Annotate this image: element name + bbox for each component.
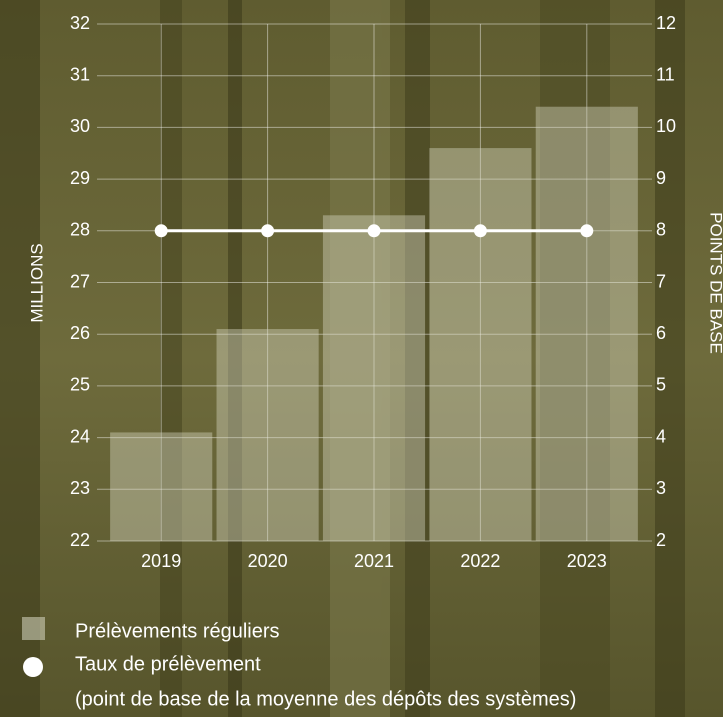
y-tick-label: 25 [70, 375, 90, 395]
x-tick-label: 2022 [460, 551, 500, 571]
line-point [261, 224, 275, 238]
legend-swatch [22, 617, 45, 640]
y-tick-label: 27 [70, 271, 90, 291]
y2-tick-label: 11 [656, 64, 675, 84]
y-tick-label: 24 [70, 426, 90, 446]
line-point [580, 224, 594, 238]
y-tick-label: 29 [70, 168, 90, 188]
bar [429, 148, 532, 541]
y2-axis-title: POINTS DE BASE [707, 212, 723, 354]
y2-tick-label: 2 [656, 530, 666, 550]
y-axis-title: MILLIONS [27, 243, 46, 322]
line-point [367, 224, 381, 238]
y-tick-label: 30 [70, 116, 90, 136]
y2-tick-label: 10 [656, 116, 676, 136]
trees [0, 0, 685, 717]
y2-tick-label: 9 [656, 168, 666, 188]
legend-label: Taux de prélèvement [75, 653, 261, 675]
y-tick-label: 23 [70, 478, 90, 498]
y2-tick-label: 6 [656, 323, 666, 343]
bar [535, 106, 638, 541]
x-tick-label: 2019 [141, 551, 181, 571]
x-tick-label: 2020 [248, 551, 288, 571]
y-tick-label: 32 [70, 13, 90, 33]
legend-label: Prélèvements réguliers [75, 620, 280, 642]
y-tick-label: 31 [70, 64, 90, 84]
bar [322, 215, 426, 542]
y2-tick-label: 8 [656, 220, 666, 240]
y-tick-label: 28 [70, 220, 90, 240]
y2-tick-label: 4 [656, 426, 666, 446]
y2-tick-label: 12 [656, 13, 676, 33]
legend-note: (point de base de la moyenne des dépôts … [75, 688, 576, 710]
y2-tick-label: 5 [656, 375, 666, 395]
bar [216, 329, 319, 541]
x-tick-label: 2021 [354, 551, 394, 571]
bar [110, 432, 213, 541]
line-point [473, 224, 487, 238]
y-tick-label: 22 [70, 530, 90, 550]
line-point [154, 224, 168, 238]
y2-tick-label: 3 [656, 478, 666, 498]
legend-swatch [23, 657, 43, 677]
y2-tick-label: 7 [656, 271, 666, 291]
x-tick-label: 2023 [567, 551, 607, 571]
y-tick-label: 26 [70, 323, 90, 343]
